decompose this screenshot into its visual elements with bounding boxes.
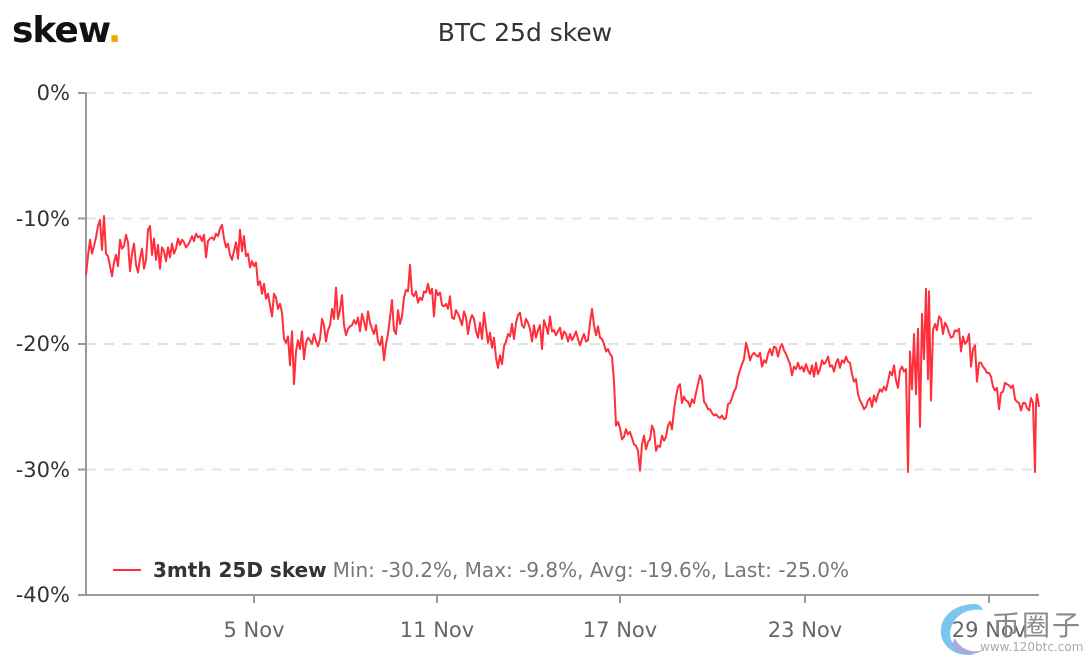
watermark-logo-icon [940,604,983,656]
x-tick-11-nov: 11 Nov [399,618,475,642]
legend-line-swatch [113,569,141,571]
y-tick-minus30: -30% [15,458,70,482]
skew-logo: skew. [12,10,121,51]
y-tick-minus40: -40% [15,583,70,607]
legend-series-name: 3mth 25D skew [153,558,327,582]
series-line-3mth-25d-skew [85,215,1040,473]
x-tick-29-nov: 29 Nov [951,618,1027,642]
chart-legend[interactable]: 3mth 25D skew Min: -30.2%, Max: -9.8%, A… [113,558,849,582]
y-tick-0: 0% [36,81,70,105]
y-tick-minus20: -20% [15,332,70,356]
axes [78,92,1039,603]
gridlines [86,92,1039,471]
legend-series-stats: Min: -30.2%, Max: -9.8%, Avg: -19.6%, La… [332,558,849,582]
y-tick-minus10: -10% [15,207,70,231]
x-tick-23-nov: 23 Nov [767,618,843,642]
x-tick-5-nov: 5 Nov [223,618,285,642]
chart-title: BTC 25d skew [437,18,613,47]
watermark-text: 币圈子 [992,609,1083,642]
x-tick-17-nov: 17 Nov [582,618,658,642]
watermark-url: www.120btc.com [980,640,1084,654]
